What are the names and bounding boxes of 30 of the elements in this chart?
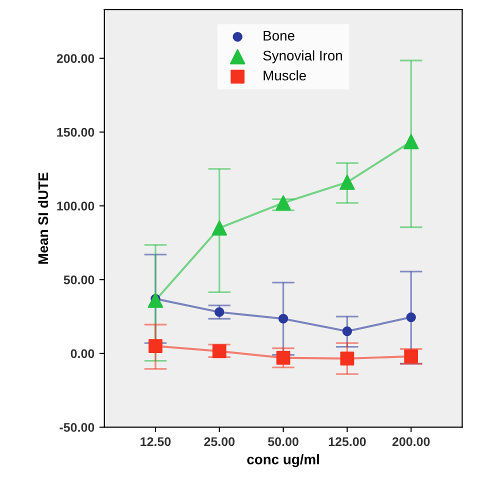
point <box>340 174 355 190</box>
point <box>212 344 226 358</box>
y-tick-label: 150.00 <box>57 128 94 137</box>
legend-label: Muscle <box>264 70 306 80</box>
y-tick-label: 100.00 <box>57 202 94 211</box>
point <box>342 326 352 336</box>
x-tick-label: 12.50 <box>140 437 171 446</box>
x-tick-label: 200.00 <box>392 437 430 446</box>
x-tick-label: 50.00 <box>268 437 298 446</box>
x-tick-label: 125.00 <box>328 437 366 446</box>
point <box>148 292 164 308</box>
y-tick-label: 50.00 <box>64 275 94 284</box>
y-tick-label: -50.00 <box>60 423 94 432</box>
point <box>278 314 288 324</box>
y-axis-title: Mean SI dUTE <box>38 172 48 264</box>
point <box>406 312 416 322</box>
point <box>340 352 354 366</box>
point <box>404 349 418 364</box>
y-tick-label: 200.00 <box>56 54 94 63</box>
point <box>276 350 290 365</box>
point <box>214 307 224 317</box>
y-tick-label: 0.00 <box>70 349 94 358</box>
x-tick-label: 25.00 <box>204 437 235 446</box>
x-axis-title: conc ug/ml <box>247 454 319 468</box>
legend-label: Synovial Iron <box>263 50 342 64</box>
point <box>276 195 291 211</box>
legend-label: Bone <box>264 30 294 41</box>
point <box>212 220 228 236</box>
point <box>403 134 419 150</box>
point <box>148 339 162 353</box>
